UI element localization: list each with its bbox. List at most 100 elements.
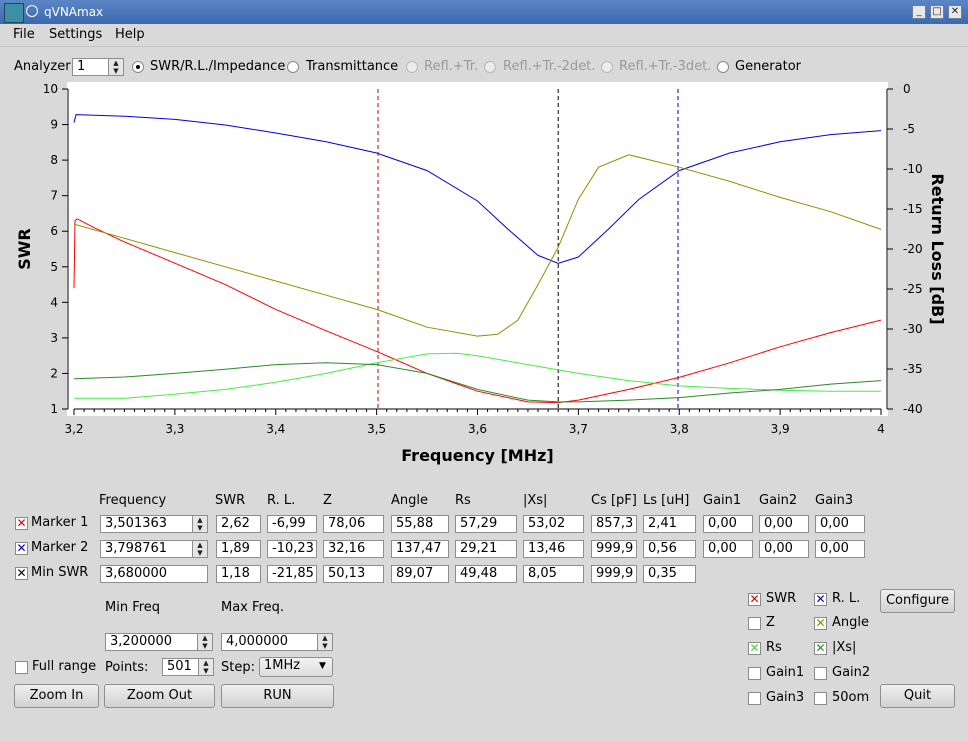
max-freq-field[interactable]: 4,000000: [221, 633, 318, 651]
y2-tick-label: -15: [903, 202, 923, 216]
col-header-xs: |Xs|: [523, 493, 548, 508]
marker2-gain3: 0,00: [815, 540, 865, 558]
trace-swr-checkbox[interactable]: ✕: [748, 592, 761, 606]
x-tick-label: 3,9: [771, 422, 790, 436]
y2-tick-label: -10: [903, 162, 923, 176]
marker1-swr: 2,62: [216, 515, 261, 533]
y2-tick-label: -35: [903, 362, 923, 376]
x-tick-label: 3,7: [569, 422, 588, 436]
marker1-label: Marker 1: [31, 515, 89, 530]
trace-50om-checkbox[interactable]: [814, 692, 827, 705]
minswr-z: 50,13: [323, 565, 384, 583]
window-menu-icon[interactable]: [26, 5, 38, 17]
run-button[interactable]: RUN: [221, 684, 334, 708]
analyzer-spin-arrows[interactable]: ▲ ▼: [109, 58, 124, 76]
y-tick-label: 2: [50, 366, 58, 380]
trace-xs-checkbox[interactable]: ✕: [814, 641, 827, 655]
y2-tick-label: -40: [903, 402, 923, 416]
trace-gain3-label: Gain3: [766, 690, 805, 705]
step-label: Step:: [221, 660, 255, 675]
series-line-2: [73, 114, 882, 264]
analyzer-label: Analyzer: [14, 59, 71, 74]
menu-file[interactable]: File: [13, 27, 35, 42]
marker2-angle: 137,47: [391, 540, 449, 558]
x-tick-label: 3,6: [468, 422, 487, 436]
minswr-rs: 49,48: [455, 565, 517, 583]
y-tick-label: 10: [43, 82, 58, 96]
col-header-gain2: Gain2: [759, 493, 798, 508]
marker1-z: 78,06: [323, 515, 384, 533]
max-freq-spin[interactable]: ▲ ▼: [318, 633, 333, 651]
maximize-icon[interactable]: □: [930, 5, 944, 19]
col-header-rs: Rs: [455, 493, 471, 508]
minswr-angle: 89,07: [391, 565, 449, 583]
minswr-checkbox[interactable]: ✕: [15, 566, 28, 580]
trace-gain2-checkbox[interactable]: [814, 667, 827, 680]
col-header-rl: R. L.: [267, 493, 296, 508]
y-tick-label: 3: [50, 331, 58, 345]
mode-label-refl-tr: Refl.+Tr.: [424, 59, 478, 74]
trace-gain1-checkbox[interactable]: [748, 667, 761, 680]
marker1-frequency-field[interactable]: 3,501363: [100, 515, 193, 533]
marker2-rs: 29,21: [455, 540, 517, 558]
y-axis-label: SWR: [15, 228, 34, 270]
quit-button[interactable]: Quit: [880, 684, 955, 708]
trace-rl-checkbox[interactable]: ✕: [814, 592, 827, 606]
trace-rl-label: R. L.: [832, 591, 861, 606]
x-tick-label: 3,5: [367, 422, 386, 436]
step-dropdown[interactable]: 1MHz: [259, 657, 333, 677]
x-tick-label: 3,2: [64, 422, 83, 436]
menu-settings[interactable]: Settings: [49, 27, 103, 42]
min-freq-label: Min Freq: [105, 600, 161, 615]
mode-radio-generator[interactable]: [717, 61, 729, 73]
mode-radio-refl-tr-3det[interactable]: [601, 61, 613, 73]
trace-angle-checkbox[interactable]: ✕: [814, 616, 827, 630]
y2-tick-label: -25: [903, 282, 923, 296]
marker1-frequency-spin[interactable]: ▲ ▼: [193, 515, 208, 533]
marker2-frequency-spin[interactable]: ▲ ▼: [193, 540, 208, 558]
y2-tick-label: 0: [903, 82, 911, 96]
zoom-out-button[interactable]: Zoom Out: [104, 684, 215, 708]
mode-radio-swr[interactable]: [132, 61, 144, 73]
mode-radio-refl-tr[interactable]: [406, 61, 418, 73]
col-header-z: Z: [323, 493, 332, 508]
menu-help[interactable]: Help: [115, 27, 145, 42]
trace-z-label: Z: [766, 615, 775, 630]
max-freq-label: Max Freq.: [221, 600, 284, 615]
window-title: qVNAmax: [44, 5, 104, 19]
minimize-icon[interactable]: _: [912, 5, 926, 19]
mode-label-refl-tr-3det: Refl.+Tr.-3det.: [619, 59, 712, 74]
mode-radio-transmittance[interactable]: [287, 61, 299, 73]
analyzer-spinbox[interactable]: 1: [72, 58, 109, 76]
configure-button[interactable]: Configure: [880, 589, 955, 613]
marker2-rl: -10,23: [267, 540, 317, 558]
points-field[interactable]: 501: [162, 658, 199, 676]
close-icon[interactable]: ✕: [948, 5, 962, 19]
marker2-z: 32,16: [323, 540, 384, 558]
marker1-rs: 57,29: [455, 515, 517, 533]
marker2-frequency-field[interactable]: 3,798761: [100, 540, 193, 558]
marker2-swr: 1,89: [216, 540, 261, 558]
minswr-xs: 8,05: [523, 565, 584, 583]
zoom-in-button[interactable]: Zoom In: [14, 684, 99, 708]
points-spin[interactable]: ▲ ▼: [199, 658, 214, 676]
x-tick-label: 3,4: [266, 422, 285, 436]
y2-tick-label: -30: [903, 322, 923, 336]
marker2-checkbox[interactable]: ✕: [15, 541, 28, 555]
trace-gain3-checkbox[interactable]: [748, 692, 761, 705]
x-tick-label: 3,3: [165, 422, 184, 436]
marker1-angle: 55,88: [391, 515, 449, 533]
y-tick-label: 4: [50, 295, 58, 309]
step-value: 1MHz: [264, 658, 301, 673]
full-range-checkbox[interactable]: [15, 661, 28, 674]
series-line-5: [73, 362, 882, 403]
min-freq-field[interactable]: 3,200000: [105, 633, 198, 651]
trace-rs-checkbox[interactable]: ✕: [748, 641, 761, 655]
mode-radio-refl-tr-2det[interactable]: [484, 61, 496, 73]
y-tick-label: 8: [50, 153, 58, 167]
min-freq-spin[interactable]: ▲ ▼: [198, 633, 213, 651]
marker1-checkbox[interactable]: ✕: [15, 516, 28, 530]
marker2-ls: 0,56: [643, 540, 696, 558]
trace-z-checkbox[interactable]: [748, 617, 761, 630]
full-range-label: Full range: [32, 659, 97, 674]
